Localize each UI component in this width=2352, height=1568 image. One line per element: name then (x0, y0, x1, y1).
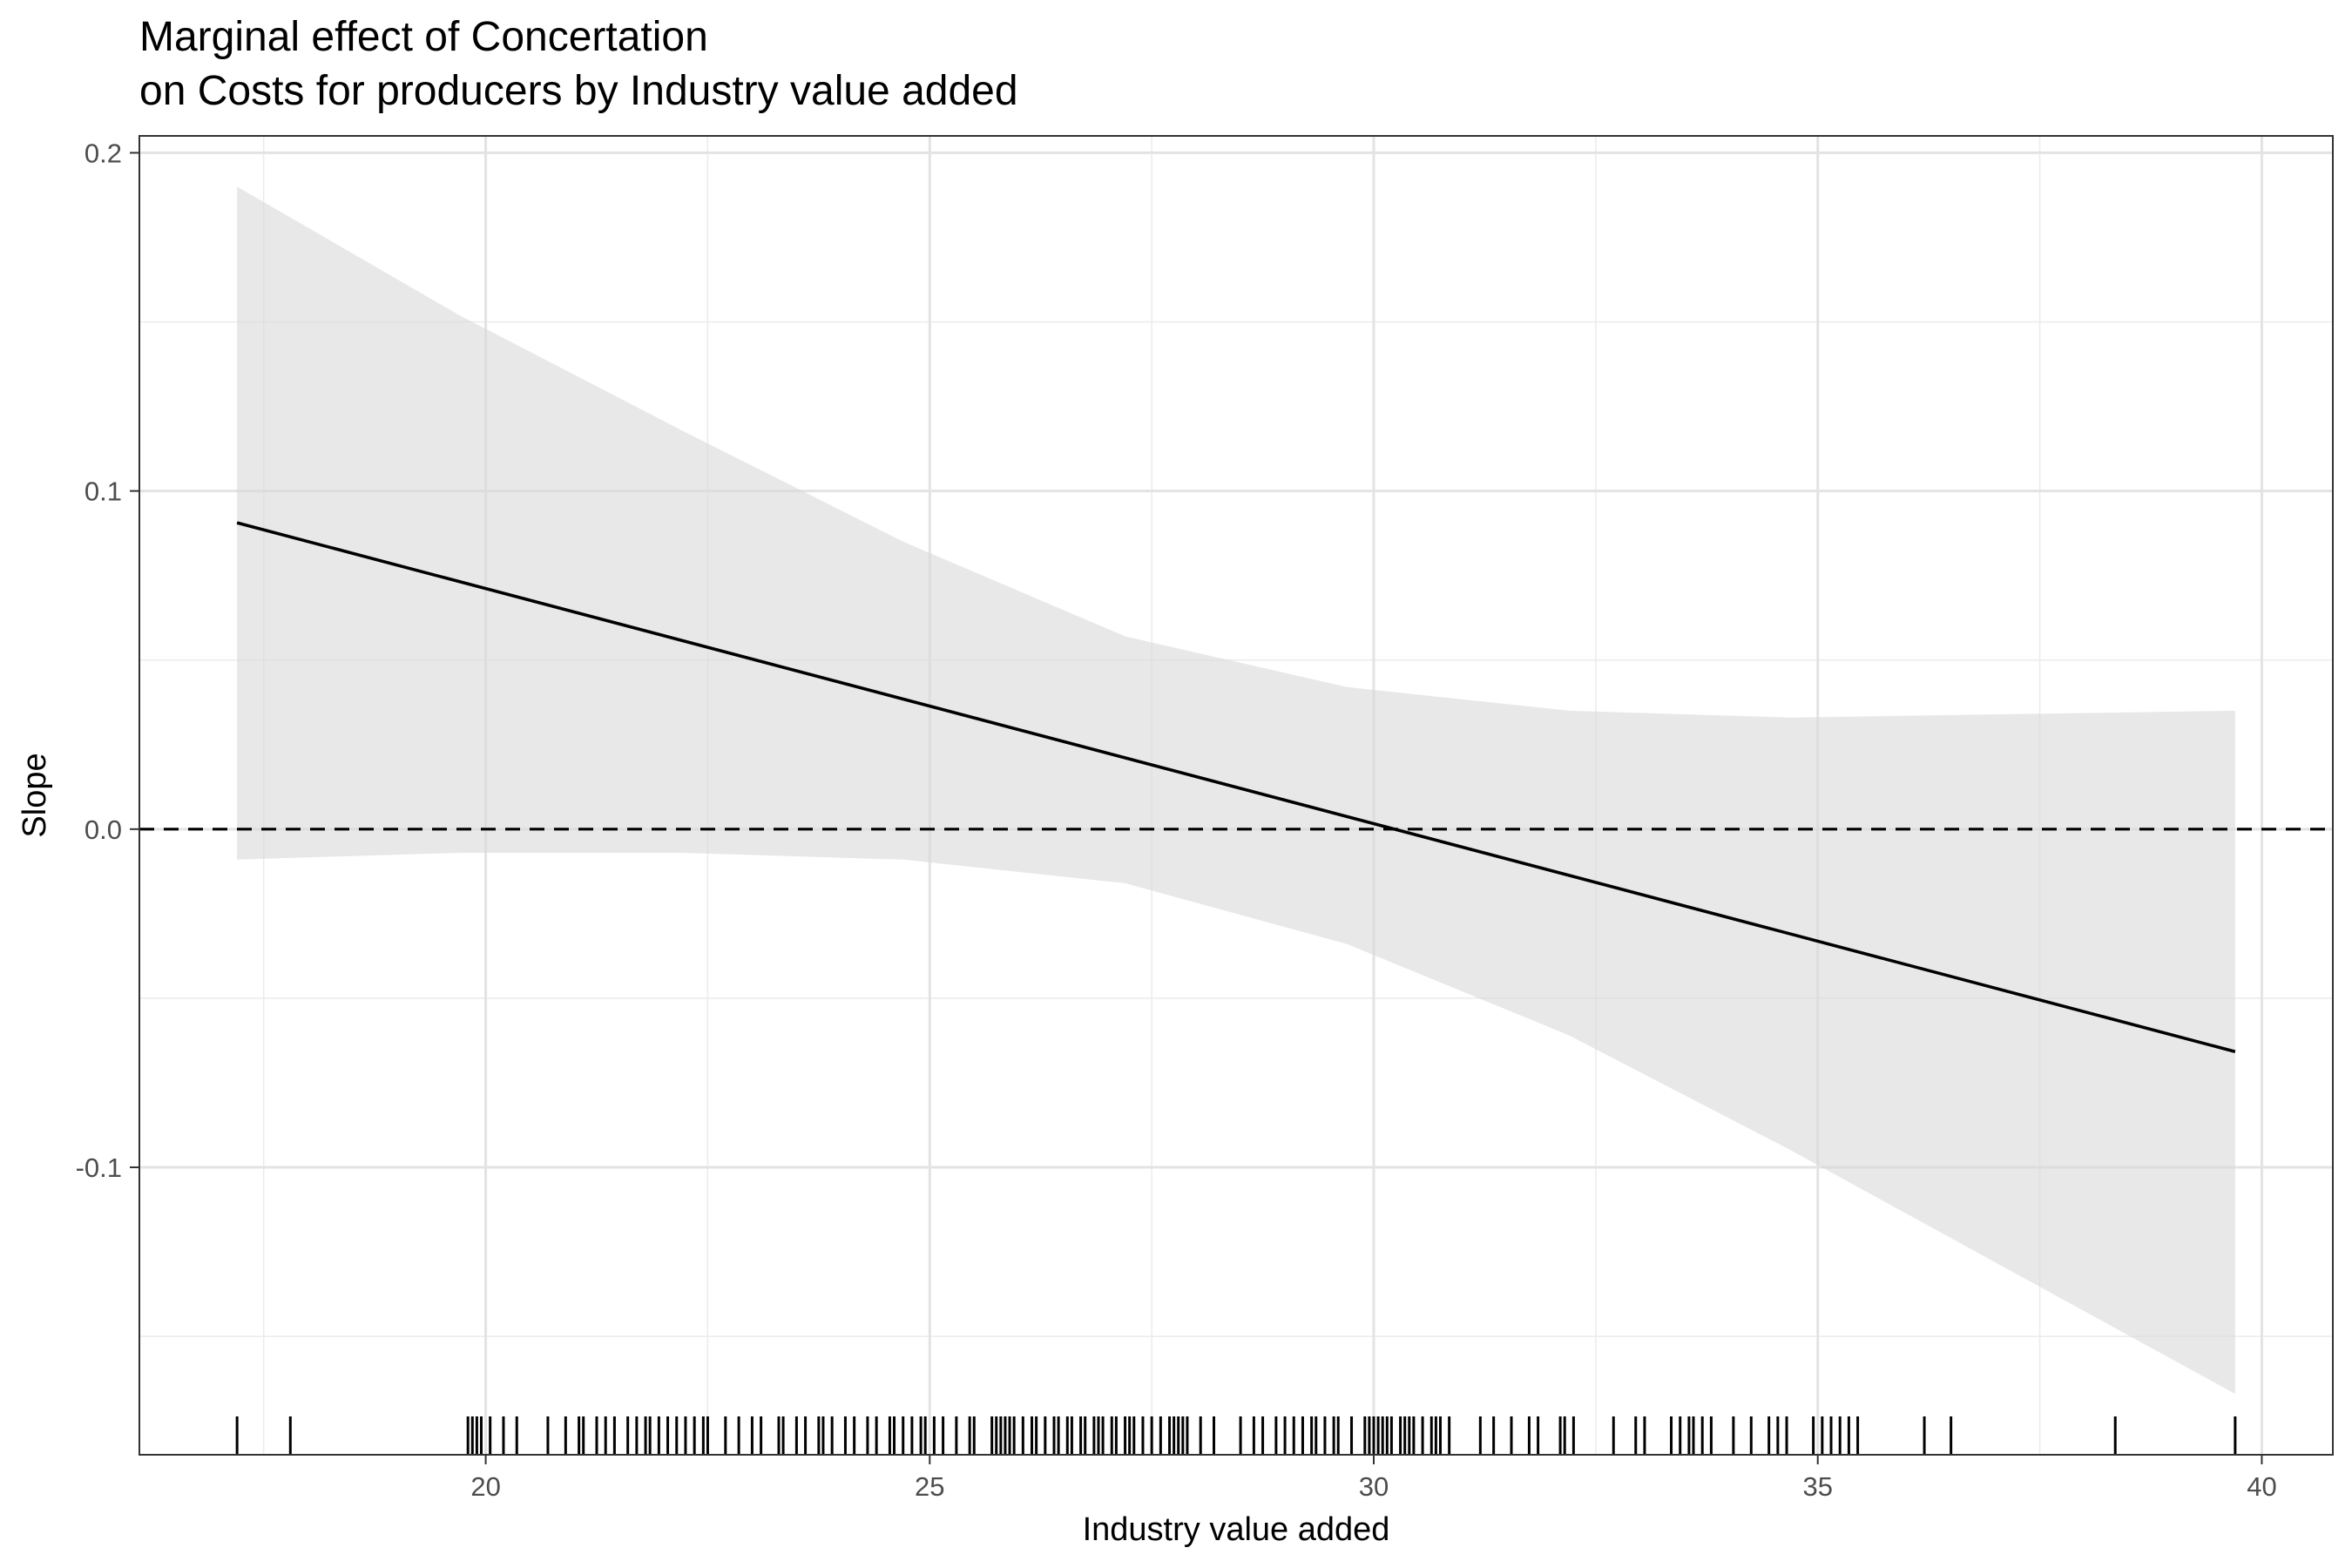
confidence-band (237, 186, 2235, 1395)
y-axis: -0.1 0.0 0.1 0.2 (76, 138, 139, 1183)
estimate-line (236, 521, 2236, 1053)
y-tick-label: 0.0 (84, 814, 122, 845)
y-tick-label: -0.1 (76, 1152, 122, 1183)
x-axis-title: Industry value added (1083, 1511, 1390, 1548)
chart-title-line-1: Marginal effect of Concertation (139, 14, 708, 60)
x-tick-label: 20 (470, 1471, 500, 1502)
x-tick-label: 35 (1802, 1471, 1832, 1502)
x-axis: 20 25 30 35 40 (470, 1455, 2277, 1502)
y-tick-label: 0.1 (84, 476, 122, 507)
x-tick-label: 40 (2247, 1471, 2276, 1502)
y-axis-title: Slope (17, 753, 53, 837)
x-tick-label: 30 (1359, 1471, 1389, 1502)
y-tick-label: 0.2 (84, 138, 122, 168)
plot-panel-border (139, 135, 2334, 1456)
x-tick-label: 25 (915, 1471, 944, 1502)
rug-marks (235, 1416, 2237, 1455)
chart-title-line-2: on Costs for producers by Industry value… (139, 68, 1018, 114)
